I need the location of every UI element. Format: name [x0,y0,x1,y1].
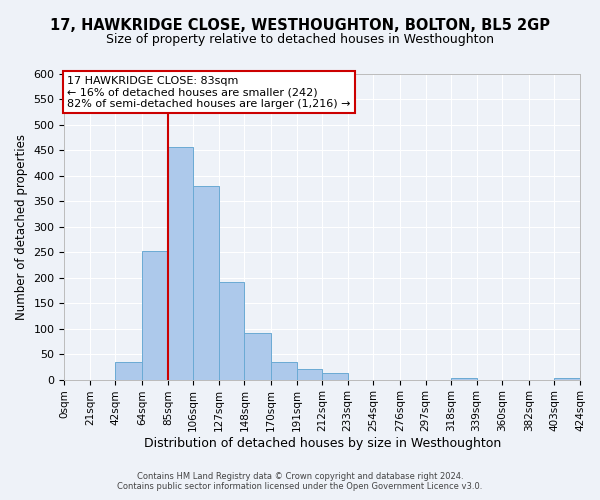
Bar [451,378,476,380]
Text: 17 HAWKRIDGE CLOSE: 83sqm
← 16% of detached houses are smaller (242)
82% of semi: 17 HAWKRIDGE CLOSE: 83sqm ← 16% of detac… [67,76,350,108]
Text: Contains HM Land Registry data © Crown copyright and database right 2024.: Contains HM Land Registry data © Crown c… [137,472,463,481]
Bar [296,370,322,380]
Bar [115,362,142,380]
Bar [554,378,580,380]
Text: 17, HAWKRIDGE CLOSE, WESTHOUGHTON, BOLTON, BL5 2GP: 17, HAWKRIDGE CLOSE, WESTHOUGHTON, BOLTO… [50,18,550,32]
Text: Size of property relative to detached houses in Westhoughton: Size of property relative to detached ho… [106,32,494,46]
Bar [193,186,219,380]
Y-axis label: Number of detached properties: Number of detached properties [15,134,28,320]
Bar [168,147,193,380]
Text: Contains public sector information licensed under the Open Government Licence v3: Contains public sector information licen… [118,482,482,491]
Bar [271,362,296,380]
Bar [142,251,168,380]
X-axis label: Distribution of detached houses by size in Westhoughton: Distribution of detached houses by size … [143,437,501,450]
Bar [244,332,271,380]
Bar [322,374,348,380]
Bar [219,282,244,380]
